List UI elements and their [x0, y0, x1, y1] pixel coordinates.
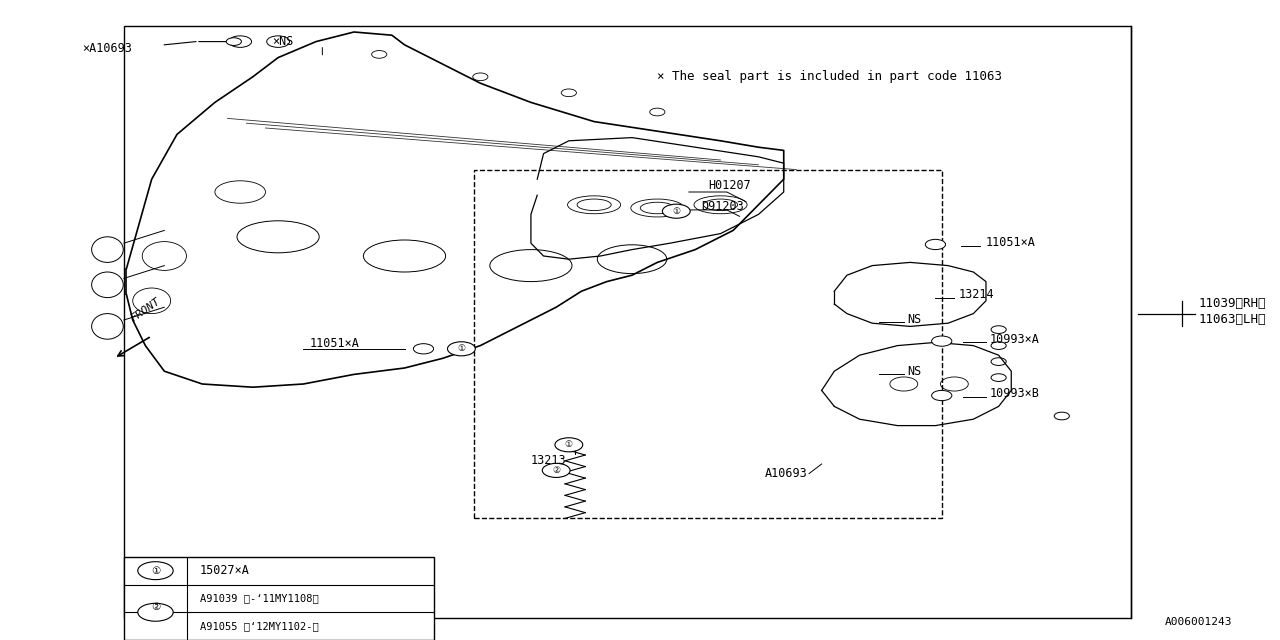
Ellipse shape — [925, 239, 946, 250]
Text: ×NS: ×NS — [271, 35, 293, 48]
Text: 10993×B: 10993×B — [989, 387, 1039, 401]
Text: ①: ① — [457, 344, 466, 353]
Text: ①: ① — [151, 566, 160, 575]
Ellipse shape — [932, 336, 952, 346]
Text: NS: NS — [908, 365, 922, 378]
Text: 10993×A: 10993×A — [989, 333, 1039, 346]
Text: A10693: A10693 — [764, 467, 808, 480]
Ellipse shape — [932, 390, 952, 401]
Text: 11051×A: 11051×A — [986, 236, 1036, 250]
Ellipse shape — [662, 204, 690, 218]
Text: ②: ② — [151, 602, 160, 612]
Text: ②: ② — [552, 466, 561, 475]
Text: 13213: 13213 — [531, 454, 567, 467]
Text: 13214: 13214 — [959, 287, 993, 301]
Text: D91203: D91203 — [701, 200, 744, 213]
Text: 11063〈LH〉: 11063〈LH〉 — [1198, 313, 1266, 326]
Text: A006001243: A006001243 — [1165, 617, 1233, 627]
Text: A91039 〈-‘11MY1108〉: A91039 〈-‘11MY1108〉 — [200, 593, 319, 604]
Text: ①: ① — [672, 207, 681, 216]
Bar — [124, 557, 434, 640]
Ellipse shape — [556, 438, 582, 452]
Ellipse shape — [413, 344, 434, 354]
Text: FRONT: FRONT — [129, 296, 163, 323]
Text: ①: ① — [564, 440, 573, 449]
Bar — [124, 26, 1132, 618]
Ellipse shape — [448, 342, 475, 356]
Text: A91055 〈‘12MY1102-〉: A91055 〈‘12MY1102-〉 — [200, 621, 319, 631]
Ellipse shape — [543, 463, 570, 477]
Ellipse shape — [138, 604, 173, 621]
Text: 11039〈RH〉: 11039〈RH〉 — [1198, 297, 1266, 310]
Text: NS: NS — [908, 312, 922, 326]
Ellipse shape — [138, 562, 173, 580]
Text: × The seal part is included in part code 11063: × The seal part is included in part code… — [658, 70, 1002, 83]
Text: 11051×A: 11051×A — [310, 337, 360, 350]
Text: ×A10693: ×A10693 — [82, 42, 132, 54]
Text: 15027×A: 15027×A — [200, 564, 250, 577]
Bar — [474, 170, 942, 518]
Ellipse shape — [227, 38, 242, 45]
Text: H01207: H01207 — [708, 179, 750, 192]
